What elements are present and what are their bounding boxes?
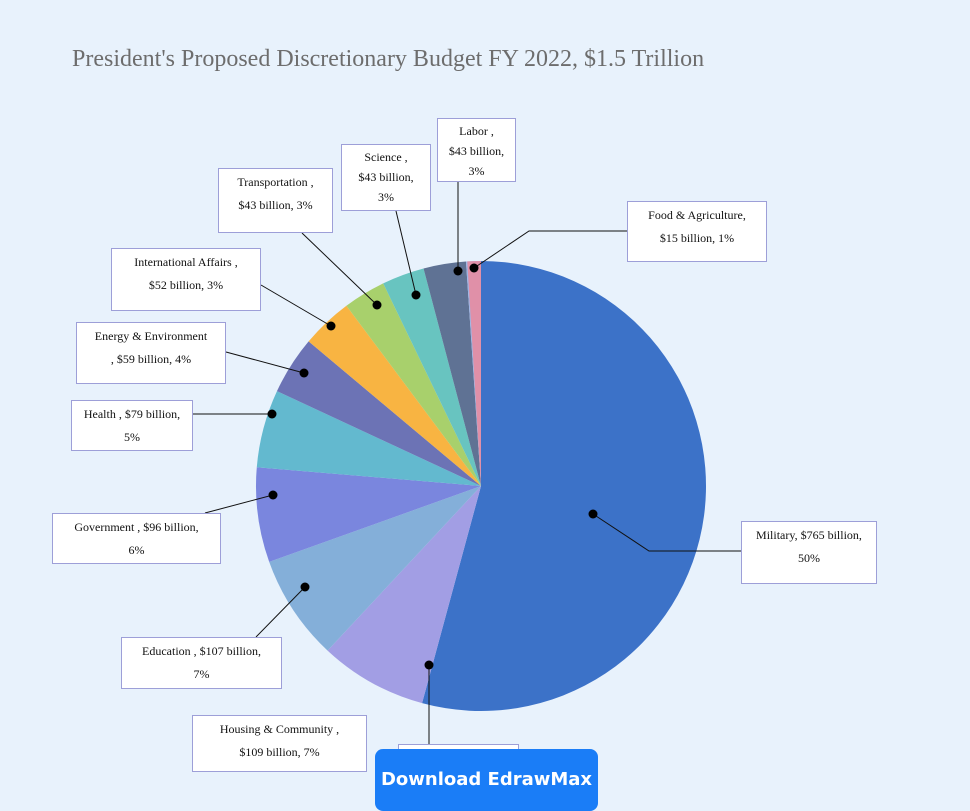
pie-slice-housing-community [327,486,481,704]
pie-slice-government [256,467,481,562]
data-label-line: 3% [378,190,394,204]
data-label-international-affairs: International Affairs , $52 billion, 3% [111,248,261,311]
data-label-line: 3% [468,164,485,178]
data-label-science: Science , $43 billion, 3% [341,144,431,211]
leader-dot-international-affairs [326,321,336,331]
data-label-labor: Labor , $43 billion, 3% [437,118,516,182]
data-label-government: Government , $96 billion, 6% [52,513,221,564]
data-label-line: 7% [193,667,210,681]
data-label-line: Health , $79 billion, [83,407,181,421]
pie-slice-military [422,261,707,712]
leader-line-international-affairs [260,284,332,327]
data-label-health: Health , $79 billion, 5% [71,400,193,451]
leader-dot-health [267,409,277,419]
data-label-line: $43 billion, [358,170,414,184]
data-label-line: Energy & Environment [94,329,208,343]
data-label-line: $109 billion, 7% [239,745,320,759]
leader-line-energy-environment [225,351,305,374]
data-label-line: Science , [364,150,408,164]
data-label-energy-environment: Energy & Environment , $59 billion, 4% [76,322,226,384]
pie-slice-energy-environment [276,341,481,486]
leader-dot-education [300,582,310,592]
data-label-line: $43 billion, 3% [238,198,313,212]
chart-title: President's Proposed Discretionary Budge… [72,46,705,72]
data-label-line: $52 billion, 3% [148,278,224,292]
leader-dot-transportation [372,300,382,310]
data-label-line: International Affairs , [134,255,238,269]
leader-dot-energy-environment [299,368,309,378]
leader-line-education [255,586,306,638]
leader-line-government [204,494,274,514]
data-label-line: Education , $107 billion, [142,644,261,658]
data-label-line: Labor , [459,124,494,138]
pie-slice-science [383,268,481,486]
download-button[interactable]: Download EdrawMax [375,749,598,811]
leader-dot-government [268,490,278,500]
leader-dot-science [411,290,421,300]
data-label-line: Military, $765 billion, [756,528,862,542]
data-label-line: 5% [124,430,140,444]
data-label-line: $15 billion, 1% [659,231,735,245]
data-label-education: Education , $107 billion, 7% [121,637,282,689]
data-label-line: $43 billion, [448,144,505,158]
leader-dot-military [588,509,598,519]
leader-line-science [395,210,417,296]
leader-dot-labor [453,266,463,276]
data-label-housing-community: Housing & Community , $109 billion, 7% [192,715,367,772]
pie-slice-international-affairs [308,305,481,486]
data-label-transportation: Transportation , $43 billion, 3% [218,168,333,233]
data-label-food-agriculture: Food & Agriculture, $15 billion, 1% [627,201,767,262]
data-label-line: Transportation , [237,175,314,189]
pie-slice-labor [423,261,481,486]
leader-line-food-agriculture [473,230,627,269]
data-label-line: Government , $96 billion, [74,520,199,534]
data-label-line: Food & Agriculture, [648,208,746,222]
leader-line-military [592,513,741,552]
data-label-military: Military, $765 billion, 50% [741,521,877,584]
data-label-line: Housing & Community , [219,722,340,736]
data-label-line: 50% [798,551,820,565]
pie-slice-education [269,486,481,651]
pie-slice-transportation [346,283,481,486]
leader-line-transportation [301,232,378,306]
pie-slice-health [256,391,481,486]
data-label-line: 6% [128,543,145,557]
leader-dot-food-agriculture [469,263,479,273]
pie-slice-extra [467,261,481,486]
data-label-line: , $59 billion, 4% [110,352,192,366]
leader-dot-housing-community [424,660,434,670]
